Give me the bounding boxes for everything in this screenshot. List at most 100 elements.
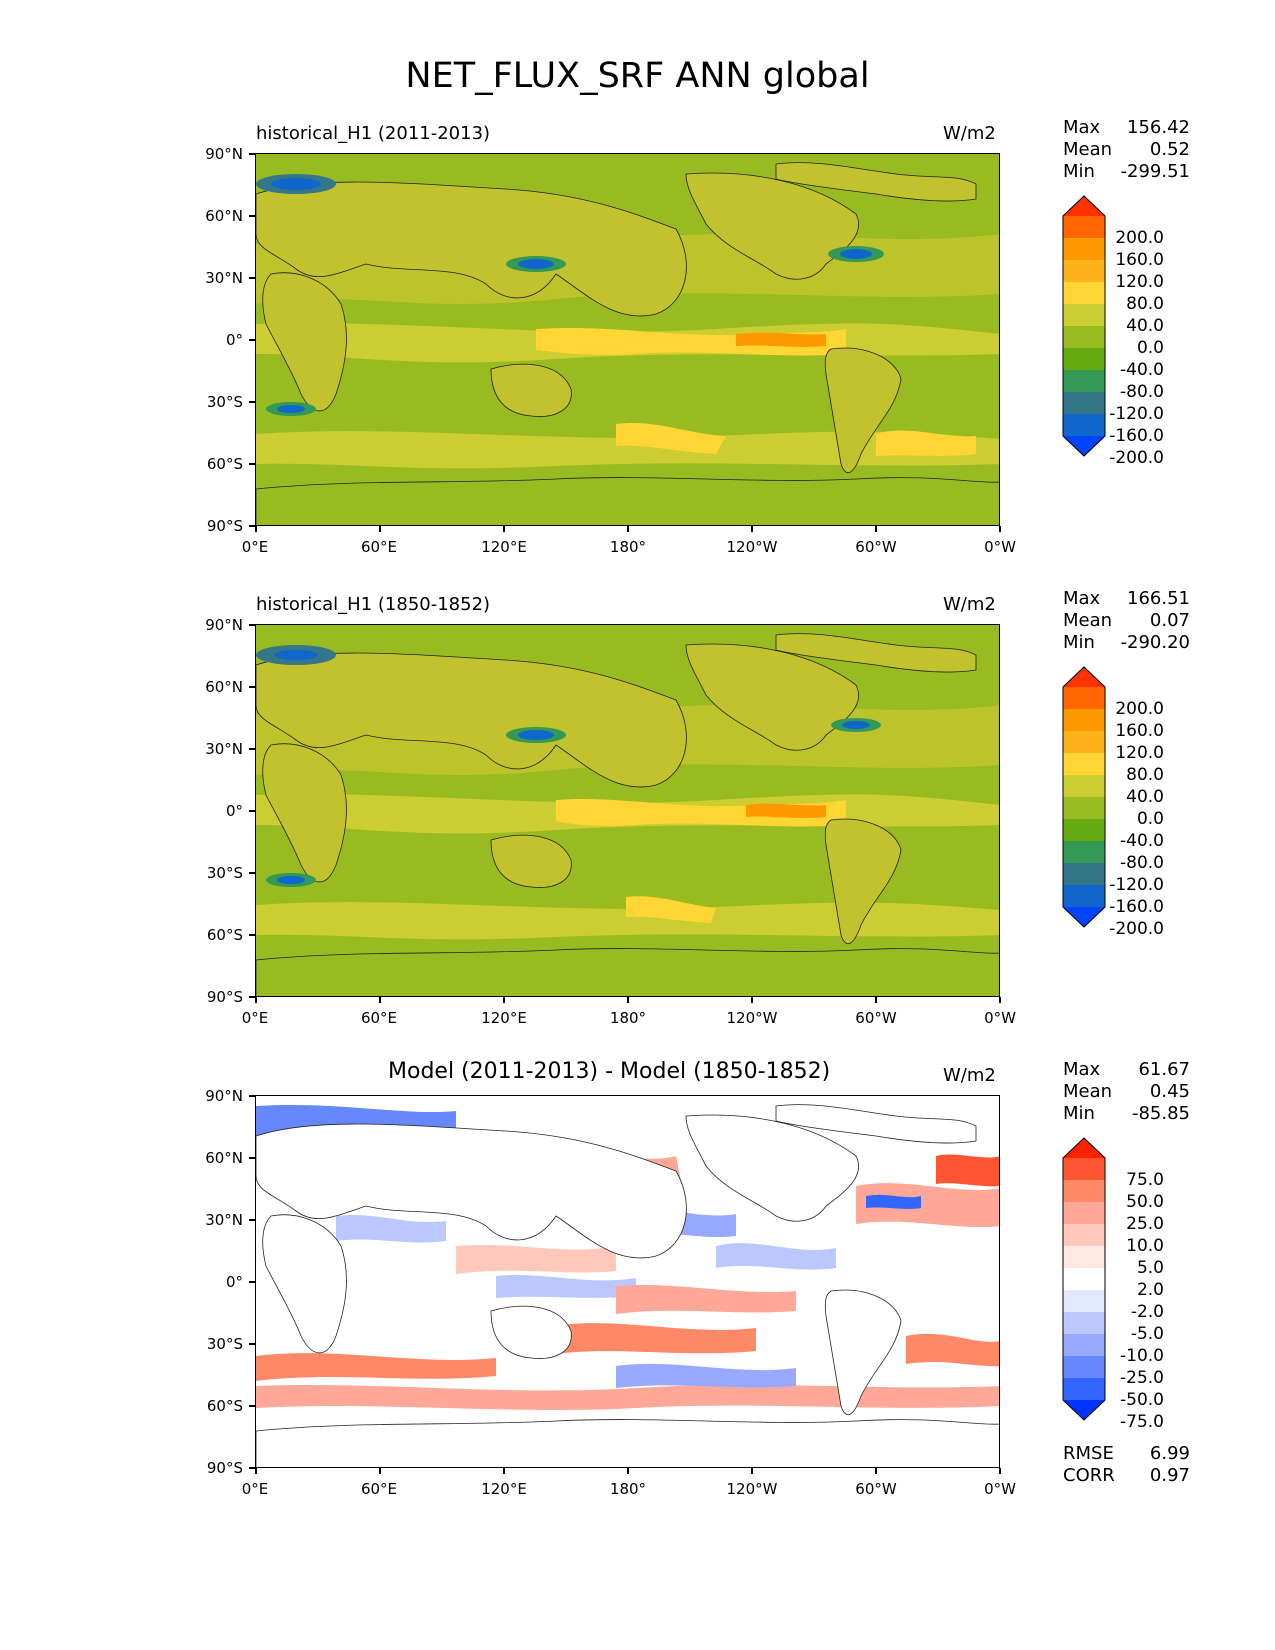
panel-diff: Model (2011-2013) - Model (1850-1852) W/… bbox=[0, 1059, 1275, 1565]
lon-tick: 60°E bbox=[360, 538, 398, 556]
colorbar-segment bbox=[1063, 282, 1105, 304]
lon-tick: 120°E bbox=[481, 1480, 527, 1498]
colorbar: 200.0 160.0 120.0 80.0 40.0 0.0 -40.0 -80.0 -120… bbox=[1062, 195, 1164, 468]
panel-title: Model (2011-2013) - Model (1850-1852) bbox=[388, 1059, 831, 1084]
colorbar-tick-label: -80.0 bbox=[1120, 382, 1164, 402]
max-value: 156.42 bbox=[1127, 117, 1190, 138]
lat-tick: 0° bbox=[225, 331, 243, 349]
lat-tick: 30°S bbox=[206, 1335, 243, 1353]
colorbar-tick-label: 160.0 bbox=[1115, 250, 1164, 270]
colorbar-tick-label: -200.0 bbox=[1109, 919, 1164, 939]
lon-tick: 0°E bbox=[241, 1009, 269, 1027]
mean-label: Mean bbox=[1063, 139, 1113, 160]
colorbar-extend-max bbox=[1063, 667, 1105, 687]
corr-value: 0.97 bbox=[1149, 1465, 1190, 1486]
lon-tick: 120°W bbox=[726, 1480, 778, 1498]
colorbar-segment bbox=[1063, 1180, 1105, 1202]
min-label: Min bbox=[1063, 161, 1095, 182]
colorbar-segment bbox=[1063, 1224, 1105, 1246]
mean-value: 0.52 bbox=[1149, 139, 1190, 160]
colorbar-tick-label: 160.0 bbox=[1115, 721, 1164, 741]
lat-tick: 60°S bbox=[206, 926, 243, 944]
lon-tick: 60°W bbox=[855, 538, 897, 556]
colorbar-segment bbox=[1063, 1334, 1105, 1356]
map-test bbox=[255, 153, 1000, 526]
colorbar-extend-max bbox=[1063, 1138, 1105, 1158]
lat-tick: 60°N bbox=[205, 1149, 243, 1167]
colorbar-segment bbox=[1063, 841, 1105, 863]
lon-tick: 0°W bbox=[984, 1009, 1016, 1027]
colorbar-tick-label: 40.0 bbox=[1126, 316, 1164, 336]
max-label: Max bbox=[1063, 588, 1101, 609]
min-value: -299.51 bbox=[1120, 161, 1190, 182]
colorbar-segment bbox=[1063, 1290, 1105, 1312]
colorbar-tick-label: 120.0 bbox=[1115, 272, 1164, 292]
lon-tick: 60°W bbox=[855, 1480, 897, 1498]
colorbar-tick-label: 80.0 bbox=[1126, 765, 1164, 785]
lon-tick: 120°E bbox=[481, 1009, 527, 1027]
lat-tick: 90°N bbox=[205, 616, 243, 634]
colorbar-segment bbox=[1063, 392, 1105, 414]
colorbar-extend-min bbox=[1063, 1400, 1105, 1420]
lon-tick: 0°E bbox=[241, 538, 269, 556]
colorbar-segment bbox=[1063, 370, 1105, 392]
stats-box: Max 156.42 Mean 0.52 Min -299.51 bbox=[1063, 117, 1190, 183]
corr-label: CORR bbox=[1063, 1465, 1115, 1486]
colorbar-tick-label: -120.0 bbox=[1109, 875, 1164, 895]
colorbar-tick-label: -75.0 bbox=[1120, 1412, 1164, 1432]
colorbar-tick-label: 2.0 bbox=[1136, 1280, 1164, 1300]
colorbar-tick-label: -80.0 bbox=[1120, 853, 1164, 873]
lat-tick: 90°S bbox=[206, 1459, 243, 1477]
panel-title: historical_H1 (1850-1852) bbox=[256, 594, 491, 615]
min-label: Min bbox=[1063, 632, 1095, 653]
colorbar-segment bbox=[1063, 863, 1105, 885]
colorbar-tick-label: 5.0 bbox=[1136, 1258, 1164, 1278]
page-title: NET_FLUX_SRF ANN global bbox=[405, 56, 870, 96]
units-label: W/m2 bbox=[943, 123, 996, 144]
lat-tick: 60°S bbox=[206, 1397, 243, 1415]
colorbar-svg bbox=[1062, 195, 1106, 457]
colorbar-tick-label: 25.0 bbox=[1126, 1214, 1164, 1234]
mean-label: Mean bbox=[1063, 610, 1113, 631]
stats-box: Max 166.51 Mean 0.07 Min -290.20 bbox=[1063, 588, 1190, 654]
colorbar-tick-label: -40.0 bbox=[1120, 360, 1164, 380]
colorbar-segment bbox=[1063, 731, 1105, 753]
colorbar-tick-label: -160.0 bbox=[1109, 897, 1164, 917]
max-label: Max bbox=[1063, 117, 1101, 138]
colorbar-segment bbox=[1063, 1378, 1105, 1400]
mean-value: 0.07 bbox=[1149, 610, 1190, 631]
lat-tick: 90°N bbox=[205, 1087, 243, 1105]
max-label: Max bbox=[1063, 1059, 1101, 1080]
lon-tick: 60°E bbox=[360, 1480, 398, 1498]
colorbar-segment bbox=[1063, 819, 1105, 841]
map-diff bbox=[255, 1095, 1000, 1468]
min-value: -85.85 bbox=[1131, 1103, 1190, 1124]
colorbar-segment bbox=[1063, 709, 1105, 731]
colorbar-tick-label: -2.0 bbox=[1130, 1302, 1164, 1322]
colorbar-tick-label: 200.0 bbox=[1115, 699, 1164, 719]
max-value: 61.67 bbox=[1138, 1059, 1190, 1080]
colorbar-segment bbox=[1063, 797, 1105, 819]
rmse-value: 6.99 bbox=[1149, 1443, 1190, 1464]
colorbar-segment bbox=[1063, 1202, 1105, 1224]
colorbar-svg bbox=[1062, 1137, 1106, 1421]
map-reference bbox=[255, 624, 1000, 997]
colorbar-tick-label: -50.0 bbox=[1120, 1390, 1164, 1410]
colorbar-segment bbox=[1063, 753, 1105, 775]
colorbar-tick-label: 80.0 bbox=[1126, 294, 1164, 314]
colorbar-tick-label: -5.0 bbox=[1130, 1324, 1164, 1344]
panel-test: historical_H1 (2011-2013) W/m2 bbox=[0, 117, 1275, 623]
colorbar-tick-label: -10.0 bbox=[1120, 1346, 1164, 1366]
colorbar-segment bbox=[1063, 1268, 1105, 1290]
colorbar-tick-label: 0.0 bbox=[1136, 809, 1164, 829]
lon-tick: 60°W bbox=[855, 1009, 897, 1027]
colorbar-segment bbox=[1063, 260, 1105, 282]
units-label: W/m2 bbox=[943, 594, 996, 615]
colorbar-tick-label: -25.0 bbox=[1120, 1368, 1164, 1388]
panel-reference: historical_H1 (1850-1852) W/m2 bbox=[0, 588, 1275, 1094]
units-label: W/m2 bbox=[943, 1065, 996, 1086]
colorbar-segment bbox=[1063, 687, 1105, 709]
colorbar-tick-label: 120.0 bbox=[1115, 743, 1164, 763]
colorbar-tick-label: 75.0 bbox=[1126, 1170, 1164, 1190]
mean-value: 0.45 bbox=[1149, 1081, 1190, 1102]
